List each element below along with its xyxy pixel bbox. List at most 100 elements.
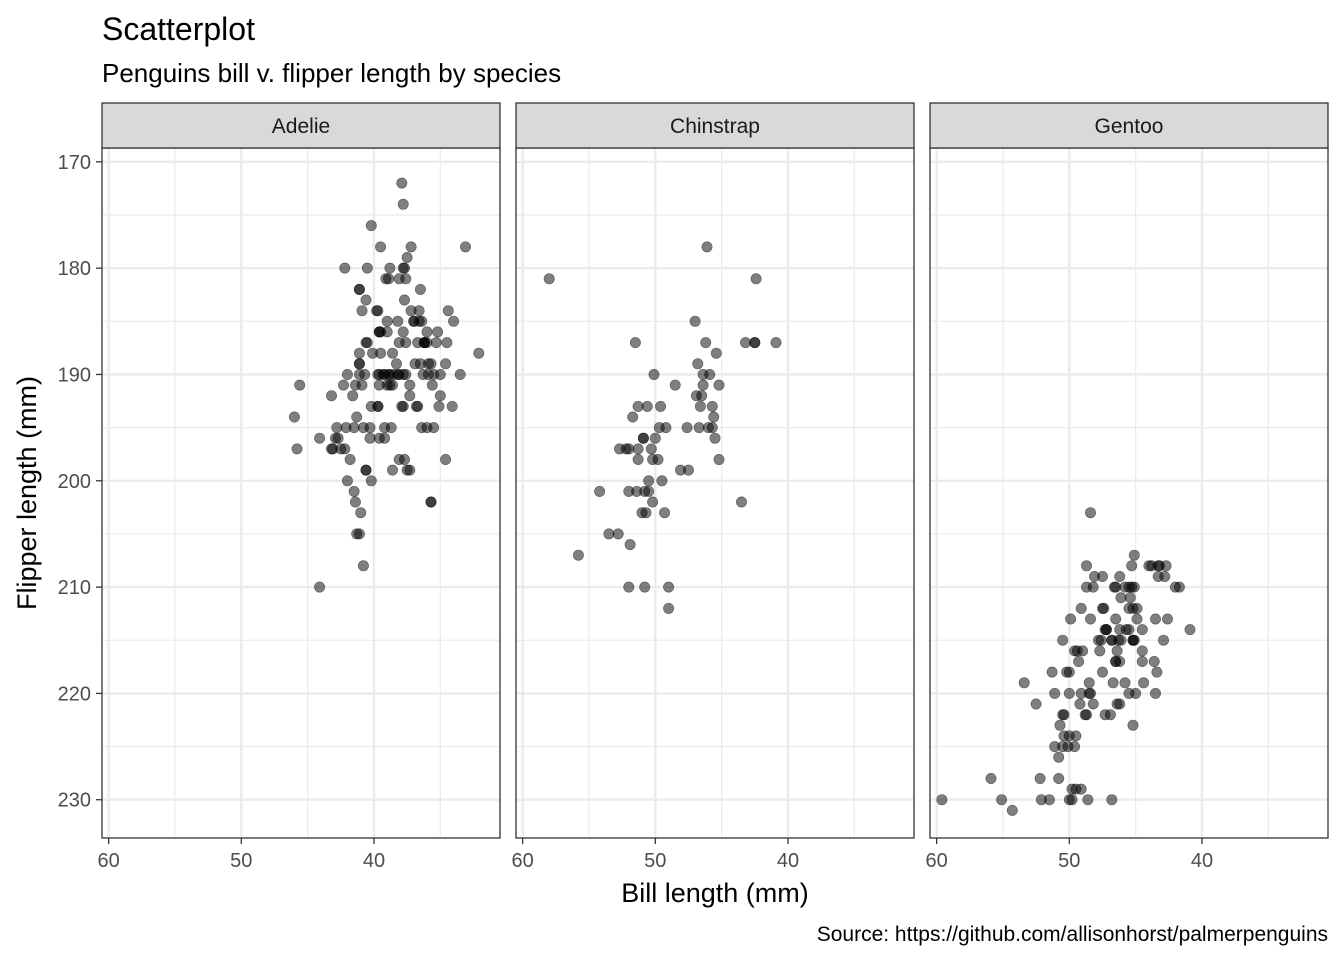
data-point (1082, 794, 1094, 806)
y-tick-label: 180 (58, 258, 91, 280)
x-tick-label: 40 (363, 850, 385, 872)
data-point (344, 453, 356, 465)
data-point (347, 390, 359, 402)
data-point (1053, 751, 1065, 763)
data-point (649, 432, 661, 444)
data-point (1127, 634, 1139, 646)
data-point (1057, 634, 1069, 646)
data-point (1075, 783, 1087, 795)
data-point (1049, 741, 1061, 753)
data-point (637, 432, 649, 444)
data-point (749, 337, 761, 349)
data-point (433, 400, 445, 412)
y-tick-label: 230 (58, 790, 91, 812)
data-point (1110, 613, 1122, 625)
data-point (1087, 698, 1099, 710)
data-point (332, 432, 344, 444)
data-point (603, 528, 615, 540)
data-point (663, 581, 675, 593)
data-point (385, 422, 397, 434)
data-point (386, 464, 398, 476)
data-point (1046, 666, 1058, 678)
data-point (1152, 560, 1164, 572)
data-point (713, 453, 725, 465)
data-point (341, 475, 353, 487)
x-tick-label: 50 (1058, 850, 1080, 872)
data-point (341, 368, 353, 380)
data-point (381, 315, 393, 327)
data-point (1127, 602, 1139, 614)
panel-background (102, 148, 500, 838)
data-point (337, 379, 349, 391)
data-point (1128, 549, 1140, 561)
data-point (348, 485, 360, 497)
data-point (393, 337, 405, 349)
data-point (1111, 698, 1123, 710)
data-point (356, 305, 368, 317)
data-point (1136, 645, 1148, 657)
data-point (398, 262, 410, 274)
data-point (1124, 592, 1136, 604)
data-point (653, 422, 665, 434)
data-point (373, 432, 385, 444)
facet-strip (101, 102, 501, 149)
data-point (1049, 687, 1061, 699)
x-tick-label: 40 (1191, 850, 1213, 872)
data-point (331, 422, 343, 434)
data-point (627, 411, 639, 423)
data-point (710, 347, 722, 359)
data-point (1074, 698, 1086, 710)
x-tick-label: 60 (98, 850, 120, 872)
data-point (1085, 507, 1097, 519)
x-tick-label: 60 (926, 850, 948, 872)
data-point (1119, 677, 1131, 689)
data-point (408, 315, 420, 327)
data-point (985, 772, 997, 784)
data-point (1162, 613, 1174, 625)
data-point (425, 496, 437, 508)
data-point (647, 496, 659, 508)
data-point (1114, 570, 1126, 582)
data-point (1093, 634, 1105, 646)
data-point (353, 347, 365, 359)
facet-panel-gentoo: Gentoo (929, 102, 1329, 839)
data-point (421, 326, 433, 338)
data-point (1061, 666, 1073, 678)
data-point (1128, 581, 1140, 593)
data-point (339, 262, 351, 274)
data-point (1131, 613, 1143, 625)
data-point (393, 273, 405, 285)
data-point (373, 326, 385, 338)
data-point (594, 485, 606, 497)
data-point (288, 411, 300, 423)
data-point (706, 400, 718, 412)
data-point (624, 539, 636, 551)
data-point (375, 241, 387, 253)
data-point (430, 337, 442, 349)
data-point (669, 379, 681, 391)
data-point (1184, 624, 1196, 636)
data-point (365, 400, 377, 412)
data-point (623, 581, 635, 593)
data-point (1070, 730, 1082, 742)
data-point (735, 496, 747, 508)
data-point (325, 390, 337, 402)
data-point (348, 422, 360, 434)
x-tick-label: 50 (230, 850, 252, 872)
data-point (632, 453, 644, 465)
data-point (1079, 709, 1091, 721)
data-point (641, 400, 653, 412)
data-point (1083, 677, 1095, 689)
data-point (398, 294, 410, 306)
x-axis: 60 50 40 60 50 40 60 50 40 (98, 838, 1213, 872)
data-point (647, 453, 659, 465)
data-point (397, 198, 409, 210)
data-point (314, 432, 326, 444)
y-tick-label: 220 (58, 683, 91, 705)
facet-strip-label: Chinstrap (670, 115, 760, 138)
data-point (1114, 624, 1126, 636)
data-point (1097, 602, 1109, 614)
data-point (629, 337, 641, 349)
data-point (1123, 687, 1135, 699)
